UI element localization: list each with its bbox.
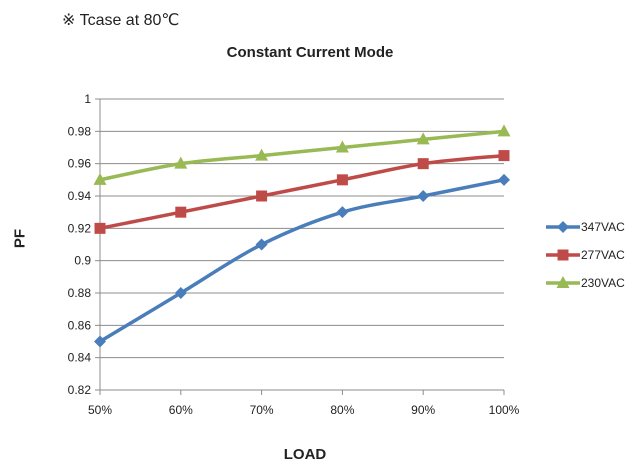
point-347vac-50% <box>94 335 106 348</box>
legend-marker-347vac <box>557 221 569 233</box>
legend-item-230vac: 230VAC <box>546 276 625 290</box>
legend-item-347vac: 347VAC <box>546 220 625 234</box>
line-277vac <box>99 153 505 231</box>
y-tick-label-0.94: 0.94 <box>68 189 92 203</box>
legend-label-347vac: 347VAC <box>581 220 625 234</box>
point-230vac-60% <box>174 156 188 169</box>
x-tick-label-90%: 90% <box>411 403 435 417</box>
point-230vac-50% <box>93 172 107 185</box>
point-347vac-80% <box>336 206 349 219</box>
point-277vac-100% <box>498 150 510 162</box>
point-230vac-70% <box>255 148 269 161</box>
tcase-note: ※ Tcase at 80℃ <box>62 12 180 29</box>
point-277vac-50% <box>94 222 106 234</box>
point-230vac-100% <box>497 124 511 137</box>
series-lines <box>93 124 511 348</box>
point-347vac-100% <box>498 173 510 186</box>
y-tick-label-0.9: 0.9 <box>74 254 91 268</box>
series-347vac <box>94 173 510 348</box>
legend-item-277vac: 277VAC <box>546 248 625 262</box>
x-tick-label-70%: 70% <box>250 403 274 417</box>
point-347vac-90% <box>417 190 430 202</box>
point-230vac-80% <box>335 140 349 153</box>
y-tick-label-0.96: 0.96 <box>68 157 92 171</box>
point-347vac-70% <box>255 238 268 251</box>
point-277vac-60% <box>175 206 187 218</box>
point-347vac-60% <box>174 287 187 299</box>
chart-title: Constant Current Mode <box>226 44 394 61</box>
x-tick-label-100%: 100% <box>489 403 520 417</box>
series-277vac <box>94 150 510 234</box>
x-axis-label: LOAD <box>283 446 327 463</box>
line-347vac <box>99 178 505 344</box>
y-tick-label-0.84: 0.84 <box>68 351 92 365</box>
y-tick-labels: 0.82 0.84 0.86 0.88 0.9 0.92 0.94 0.96 0.98 1 <box>68 92 92 397</box>
x-tick-label-50%: 50% <box>88 403 112 417</box>
y-tick-label-0.98: 0.98 <box>68 124 92 138</box>
y-tick-label-0.82: 0.82 <box>68 383 92 397</box>
legend-marker-230vac <box>556 276 570 288</box>
x-tick-labels: 50% 60% 70% 80% 90% 100% <box>88 403 520 417</box>
point-277vac-90% <box>417 158 429 170</box>
point-230vac-90% <box>416 132 430 145</box>
legend-label-277vac: 277VAC <box>581 248 625 262</box>
legend-label-230vac: 230VAC <box>581 276 625 290</box>
y-tick-label-1: 1 <box>84 92 91 106</box>
gridlines <box>100 98 504 359</box>
y-tick-label-0.92: 0.92 <box>68 221 92 235</box>
y-tick-label-0.88: 0.88 <box>68 286 92 300</box>
x-tick-label-80%: 80% <box>330 403 354 417</box>
legend: 347VAC 277VAC 230VAC <box>546 220 625 290</box>
line-230vac <box>99 129 505 182</box>
y-tick-label-0.86: 0.86 <box>68 318 92 332</box>
x-tick-label-60%: 60% <box>169 403 193 417</box>
series-230vac <box>93 124 511 185</box>
point-277vac-70% <box>256 190 268 202</box>
legend-marker-277vac <box>557 249 569 261</box>
point-277vac-80% <box>336 174 348 186</box>
axes <box>95 98 505 395</box>
